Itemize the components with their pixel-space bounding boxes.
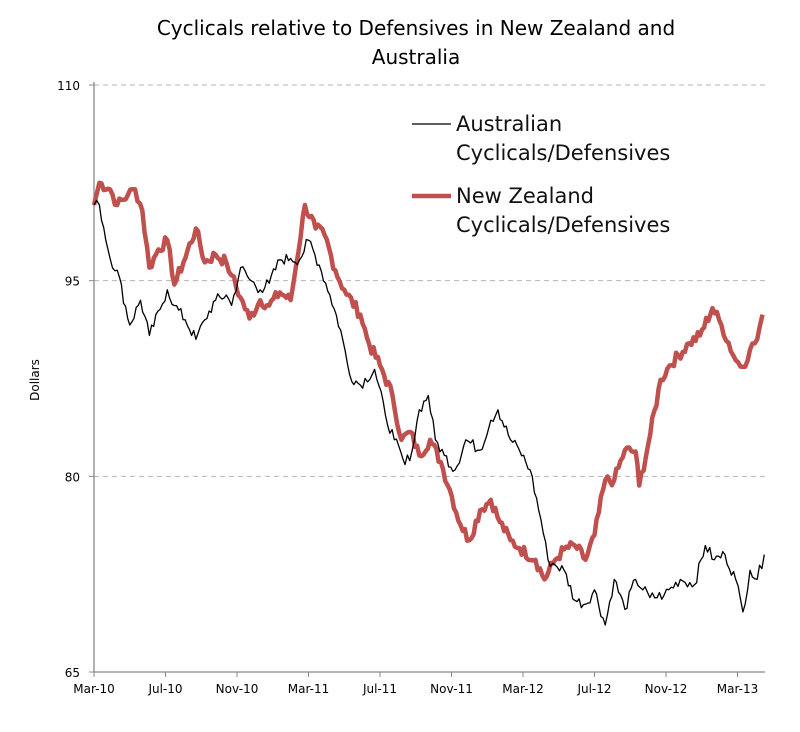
x-tick-label: Nov-11 — [430, 682, 473, 696]
x-tick-label: Jul-10 — [147, 682, 182, 696]
series-line-australia — [93, 199, 765, 626]
x-tick-label: Nov-12 — [645, 682, 688, 696]
chart-title-line-1: Cyclicals relative to Defensives in New … — [157, 16, 675, 40]
chart-title-line-2: Australia — [372, 45, 460, 69]
x-tick-label: Mar-11 — [288, 682, 329, 696]
legend-label: New Zealand — [456, 184, 594, 208]
legend-label: Cyclicals/Defensives — [456, 213, 670, 237]
x-tick-label: Mar-10 — [73, 682, 114, 696]
legend-label: Australian — [456, 112, 562, 136]
y-tick-label: 95 — [65, 275, 80, 289]
y-tick-label: 110 — [57, 79, 80, 93]
y-tick-label: 80 — [65, 470, 80, 484]
x-tick-label: Mar-13 — [717, 682, 758, 696]
legend-label: Cyclicals/Defensives — [456, 141, 670, 165]
series-line-new-zealand — [91, 180, 765, 582]
x-tick-label: Mar-12 — [502, 682, 543, 696]
x-tick-label: Jul-12 — [576, 682, 611, 696]
x-tick-label: Jul-11 — [362, 682, 397, 696]
y-tick-label: 65 — [65, 666, 80, 680]
y-axis-label: Dollars — [28, 359, 42, 401]
x-tick-label: Nov-10 — [216, 682, 259, 696]
